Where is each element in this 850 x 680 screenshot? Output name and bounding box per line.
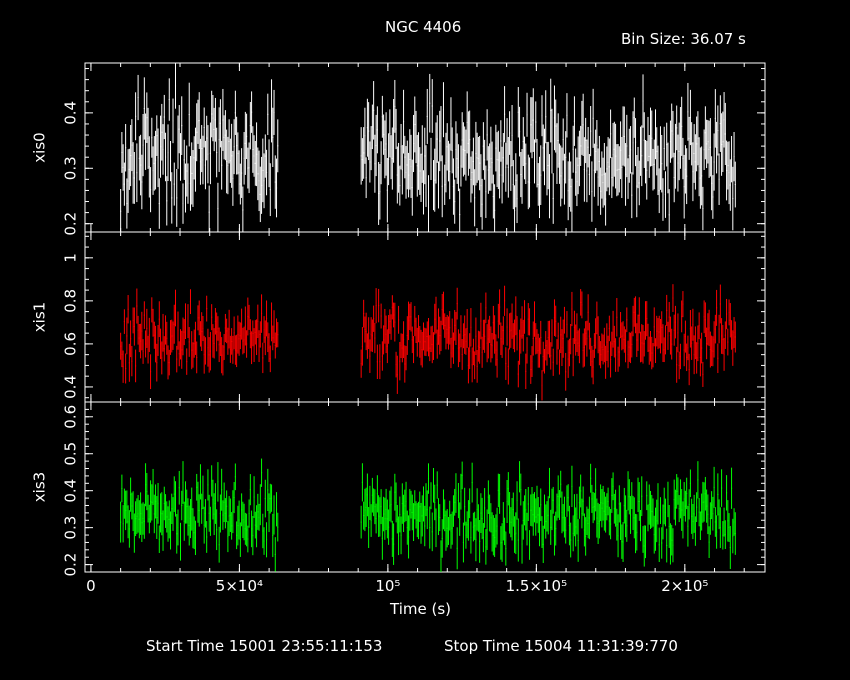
x-tick-label: 10⁵	[375, 577, 400, 595]
panel-xis3: 0.2 0.3 0.4 0.5 0.6 xis3	[31, 401, 766, 577]
y-tick-label: 0.8	[62, 289, 80, 313]
panels-layer: 0.20.30.4xis00.40.60.81xis10.20.30.40.50…	[31, 62, 766, 577]
start-time-label: Start Time 15001 23:55:11:153	[146, 637, 383, 655]
x-tick-label: 0	[86, 577, 96, 595]
y-tick-label: 0.6	[62, 405, 80, 429]
x-tick-label: 1.5×10⁵	[506, 577, 568, 595]
y-tick-label: 0.3	[62, 156, 80, 180]
x-axis: 0 5×10⁴ 10⁵ 1.5×10⁵ 2×10⁵	[86, 577, 708, 595]
stop-time-label: Stop Time 15004 11:31:39:770	[444, 637, 678, 655]
y-tick-label: 0.4	[62, 479, 80, 503]
series-xis3	[120, 458, 736, 572]
y-tick-label: 0.2	[62, 553, 80, 577]
series-xis0	[120, 63, 736, 232]
panel-frame-xis3	[84, 401, 766, 573]
y-tick-label: 0.2	[62, 212, 80, 236]
panel-xis1: 0.4 0.6 0.8 1 xis1	[31, 231, 766, 403]
x-axis-label: Time (s)	[390, 600, 451, 618]
y-tick-label: 0.5	[62, 442, 80, 466]
y-axis-label-xis3: xis3	[31, 472, 49, 502]
x-tick-label: 5×10⁴	[216, 577, 263, 595]
y-tick-label: 0.4	[62, 375, 80, 399]
plot-title: NGC 4406	[385, 18, 462, 36]
y-axis-label-xis1: xis1	[31, 302, 49, 332]
panel-xis0: 0.2 0.3 0.4 xis0	[31, 62, 766, 236]
y-tick-label: 0.4	[62, 101, 80, 125]
y-tick-label: 0.3	[62, 516, 80, 540]
panel-frame-xis1	[84, 231, 766, 403]
y-axis-label-xis0: xis0	[31, 132, 49, 162]
bin-size-label: Bin Size: 36.07 s	[621, 30, 746, 48]
x-tick-label: 2×10⁵	[661, 577, 708, 595]
y-tick-label: 1	[62, 253, 80, 263]
y-tick-label: 0.6	[62, 332, 80, 356]
series-xis1	[120, 284, 736, 401]
